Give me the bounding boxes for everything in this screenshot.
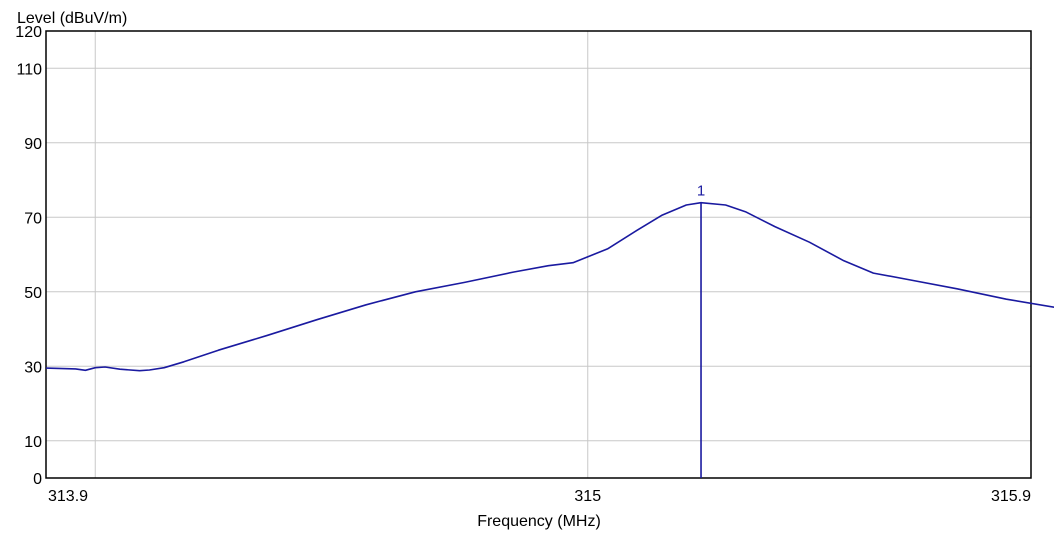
y-tick-label: 0: [33, 471, 42, 488]
y-axis-ticks: 0 10 30 50 70 90 110 120: [15, 24, 42, 488]
y-tick-label: 70: [24, 210, 42, 227]
x-axis-ticks: 313.9 315 315.9: [48, 488, 1031, 505]
trace-group: [45, 201, 1054, 372]
grid-lines: [46, 31, 1032, 478]
marker-label: 1: [697, 183, 705, 200]
y-tick-label: 120: [15, 24, 42, 41]
x-tick-label: 313.9: [48, 488, 88, 505]
plot-frame: [45, 30, 1032, 479]
x-tick-label: 315: [574, 488, 601, 505]
marker-group: 1: [697, 183, 705, 478]
y-tick-label: 10: [24, 434, 42, 451]
x-axis-title: Frequency (MHz): [477, 513, 601, 530]
y-axis-title: Level (dBuV/m): [17, 10, 127, 27]
y-tick-label: 30: [24, 359, 42, 376]
y-tick-label: 90: [24, 136, 42, 153]
y-tick-label: 110: [16, 61, 42, 78]
series-line: [45, 201, 1054, 372]
x-tick-label: 315.9: [991, 488, 1031, 505]
y-tick-label: 50: [24, 285, 42, 302]
